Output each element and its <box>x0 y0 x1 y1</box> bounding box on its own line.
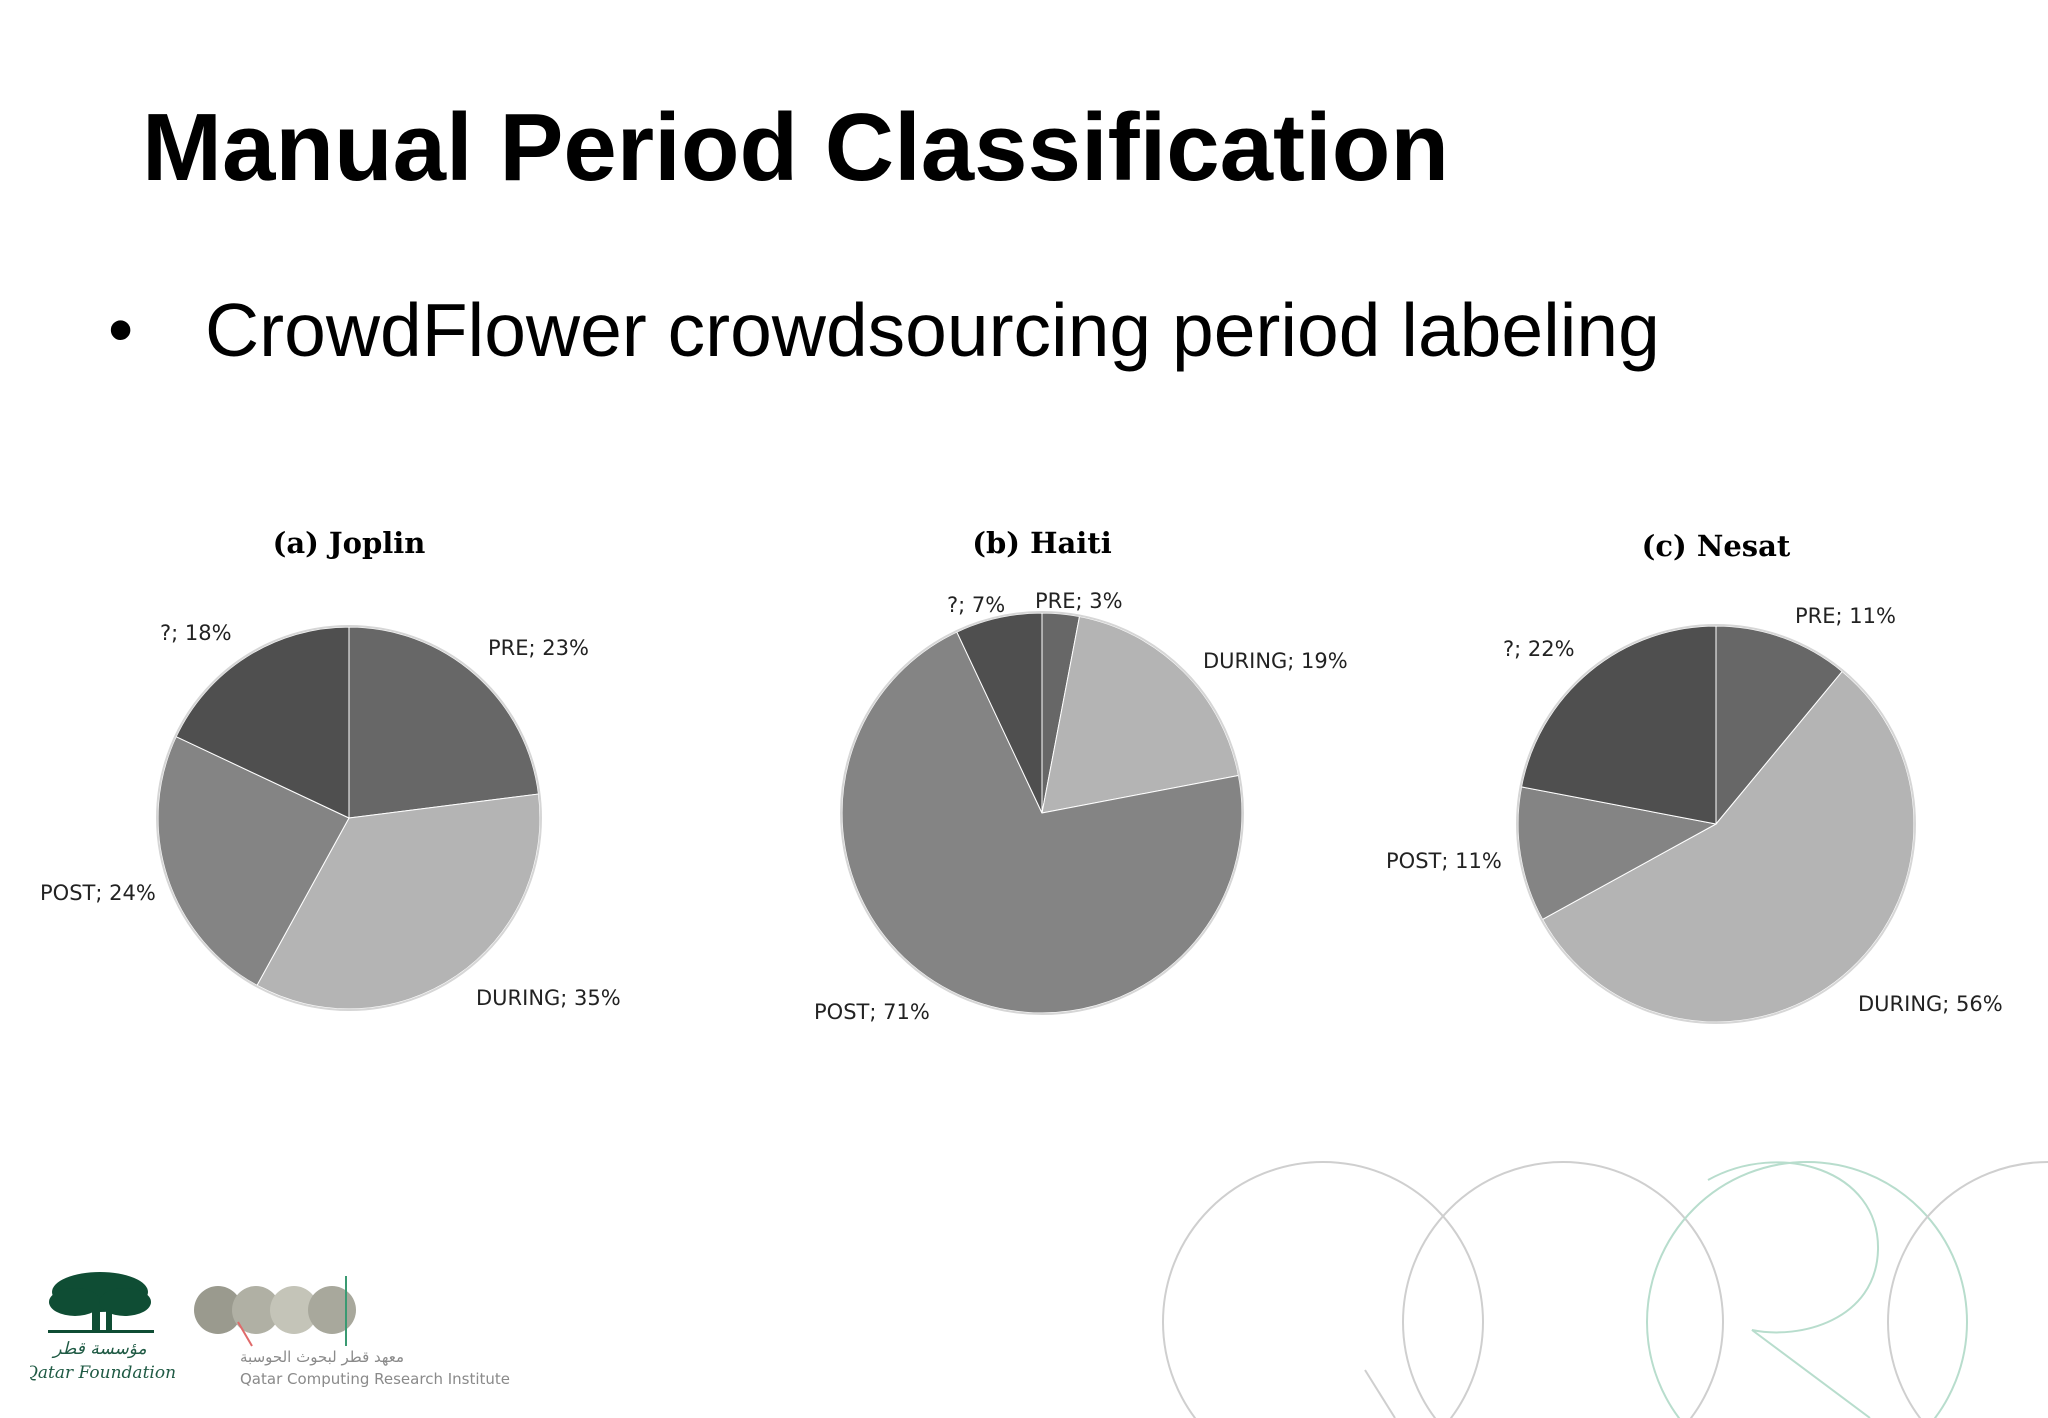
pie-data-label: POST; 24% <box>40 881 156 905</box>
slide-title: Manual Period Classification <box>142 94 1449 201</box>
pie-slice-post <box>841 631 1243 1014</box>
pie-slice-pre <box>348 626 540 819</box>
pie-outline <box>1516 624 1916 1024</box>
pie-title: (a) Joplin <box>273 526 426 560</box>
pie-slice-post <box>1517 786 1718 921</box>
pie-data-label: PRE; 3% <box>1035 589 1123 613</box>
pie-title: (c) Nesat <box>1642 529 1791 563</box>
pie-slice-during <box>256 793 541 1010</box>
pie-slice-during <box>1041 615 1240 814</box>
pie-data-label: ?; 7% <box>947 593 1005 617</box>
pie-chart-haiti: (b) Haiti PRE; 3% DURING; 19% POST; 71% ?; 7… <box>814 526 1348 1024</box>
pie-title: (b) Haiti <box>972 526 1111 560</box>
pie-data-label: POST; 71% <box>814 1000 930 1024</box>
pie-data-label: DURING; 19% <box>1203 649 1348 673</box>
pie-outline <box>156 625 542 1011</box>
pie-slice-during <box>1541 670 1915 1023</box>
footer-logos: مؤسسة قطر Qatar Foundation معهد قطر لبحو… <box>30 1272 510 1388</box>
pie-data-label: POST; 11% <box>1386 849 1502 873</box>
qatar-foundation-name: Qatar Foundation <box>30 1363 176 1383</box>
pie-data-label: DURING; 35% <box>476 986 621 1010</box>
pie-data-label: DURING; 56% <box>1858 992 2003 1016</box>
bullet-dot: • <box>108 290 134 370</box>
pie-outline <box>840 611 1244 1015</box>
pie-chart-joplin: (a) Joplin PRE; 23% DURING; 35% POST; 24%?;… <box>40 526 621 1011</box>
pie-data-label: ?; 18% <box>160 621 232 645</box>
pie-data-label: PRE; 23% <box>488 636 589 660</box>
pie-slice-post <box>157 736 350 987</box>
pie-slice-pre <box>1715 625 1843 826</box>
pie-slice-unknown <box>1520 625 1717 825</box>
pie-data-label: ?; 22% <box>1503 637 1575 661</box>
pie-slice-unknown <box>175 626 350 819</box>
pie-chart-nesat: (c) Nesat PRE; 11% DURING; 56% POST; 11% ?; … <box>1386 529 2003 1024</box>
pie-data-label: PRE; 11% <box>1795 604 1896 628</box>
qcri-logo: معهد قطر لبحوث الحوسبة Qatar Computing R… <box>194 1276 510 1388</box>
svg-text:معهد قطر لبحوث الحوسبة: معهد قطر لبحوث الحوسبة <box>240 1348 404 1366</box>
qatar-foundation-logo: مؤسسة قطر Qatar Foundation <box>30 1272 176 1383</box>
svg-text:مؤسسة قطر: مؤسسة قطر <box>51 1339 146 1359</box>
bullet-text: CrowdFlower crowdsourcing period labelin… <box>205 288 1660 372</box>
qcri-name: Qatar Computing Research Institute <box>240 1370 510 1388</box>
